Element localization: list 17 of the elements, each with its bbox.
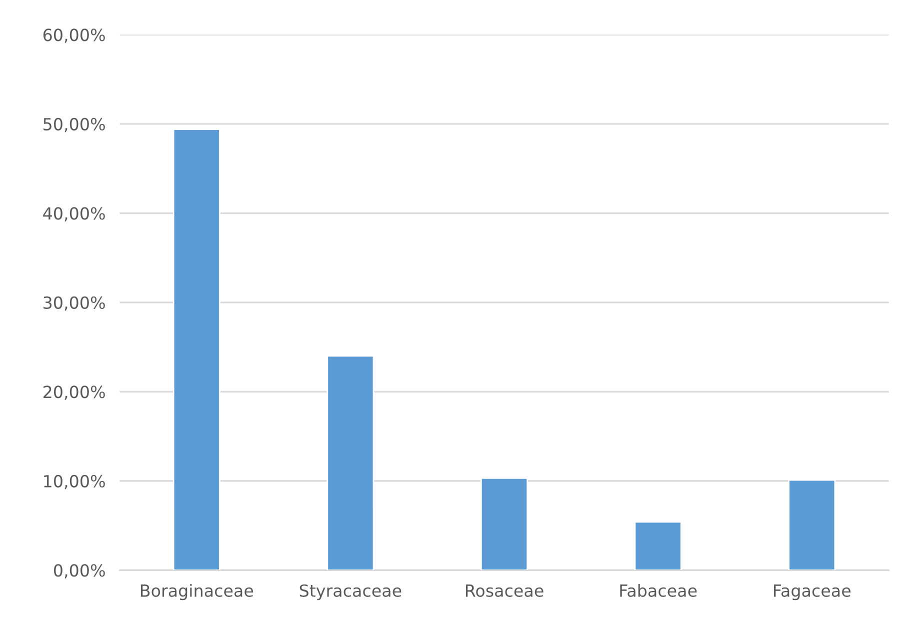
- x-tick-label: Fagaceae: [774, 584, 850, 600]
- y-tick-label: 20,00%: [44, 386, 105, 400]
- bar: [788, 479, 836, 570]
- y-tick-label: 40,00%: [43, 207, 105, 222]
- x-tick-label: Boraginaceae: [140, 584, 254, 600]
- bar: [326, 355, 374, 570]
- x-tick-label: Rosaceae: [466, 584, 544, 597]
- y-tick-label: 10,00%: [44, 474, 105, 490]
- y-tick-label: 30,00%: [44, 296, 105, 311]
- x-tick-label: Fabaceae: [620, 584, 697, 597]
- y-tick-label: 60,00%: [43, 28, 105, 43]
- x-tick-label: Styracaceae: [300, 584, 402, 600]
- bar: [480, 478, 528, 570]
- bar: [634, 521, 682, 570]
- y-tick-label: 50,00%: [44, 118, 105, 132]
- y-tick-label: 0,00%: [54, 564, 105, 578]
- bar: [172, 128, 220, 570]
